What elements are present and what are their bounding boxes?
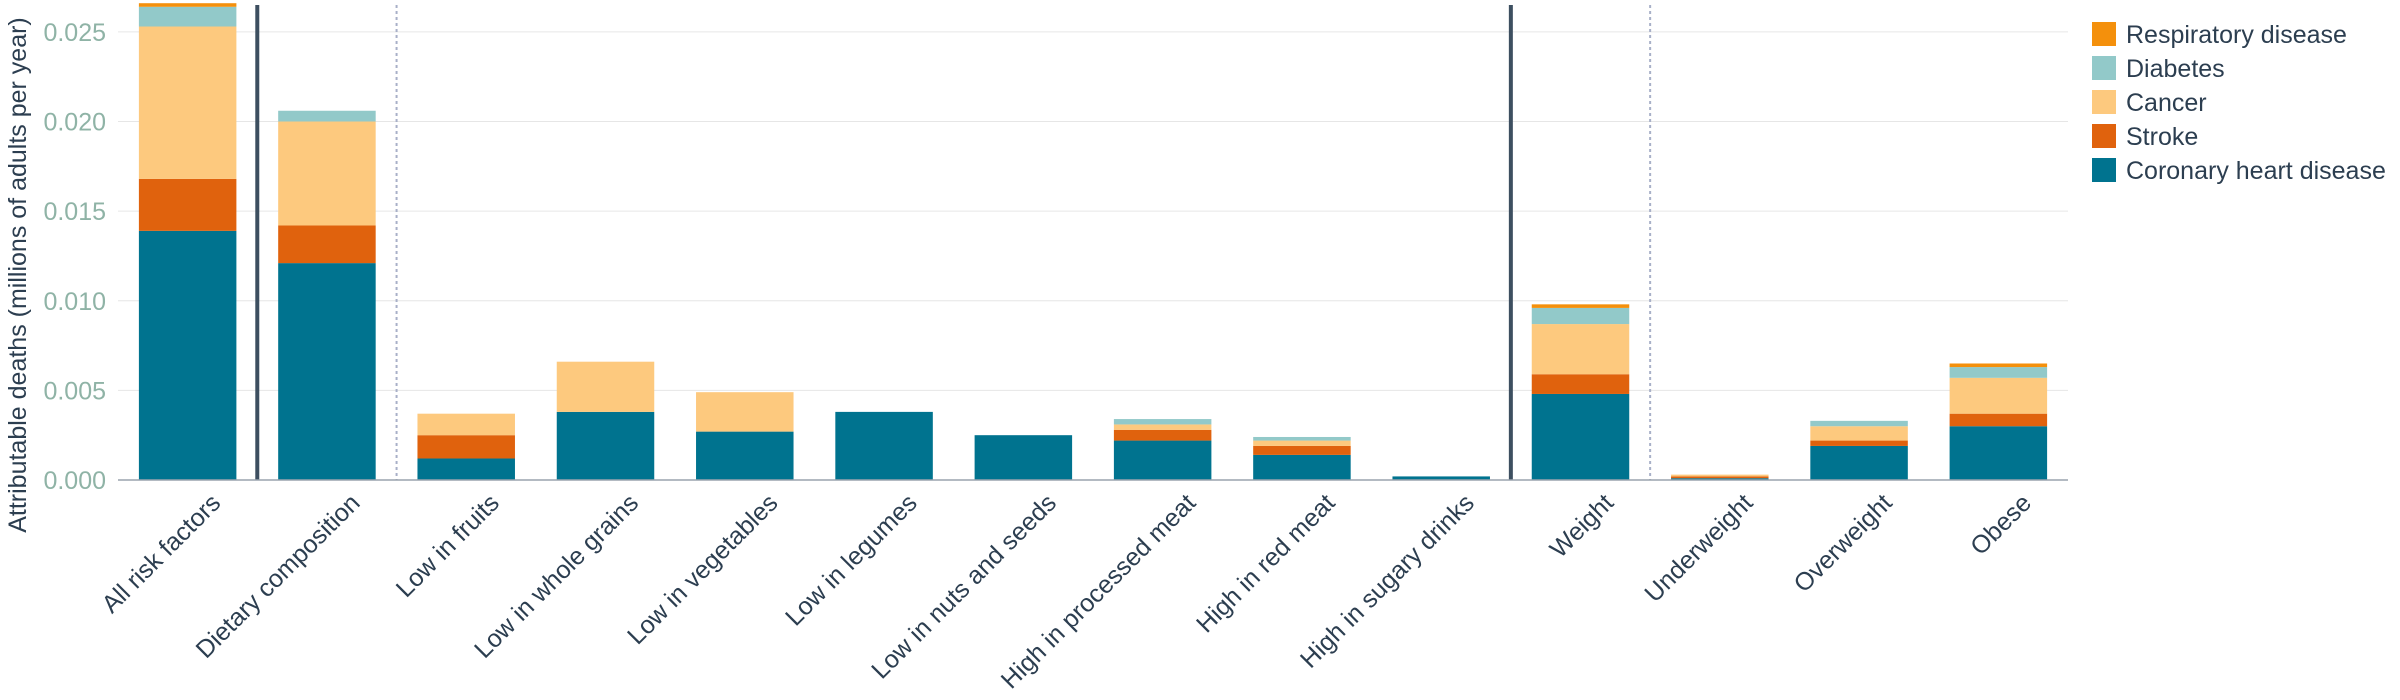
bar-segment [1113,440,1212,480]
group-separators [255,5,1652,480]
legend-item: Coronary heart disease [2092,157,2386,185]
bar-segment [696,431,794,480]
y-tick-label: 0.015 [43,198,106,226]
legend-swatch [2092,158,2116,182]
bar-segment [1392,476,1490,480]
x-tick-label: Low in fruits [391,489,505,603]
bar-segment [1949,413,2048,427]
bar-segment [556,361,655,412]
bar-segment [1113,419,1212,425]
x-tick-label: High in red meat [1191,489,1341,639]
legend-label: Diabetes [2126,55,2225,83]
bar-segment [138,6,237,27]
bar-segment [417,413,515,436]
bar-segment [1949,377,2048,414]
bar-segment [278,263,376,480]
bar-segment [1671,476,1769,479]
x-tick-label: All risk factors [96,489,226,619]
bar-segment [1671,478,1769,480]
bar-segment [1113,424,1212,430]
legend: Respiratory disease Diabetes Cancer Stroke C… [2092,21,2386,185]
y-tick-labels: 0.000 0.005 0.010 0.015 0.020 0.025 [43,19,106,495]
bar-segment [417,435,515,459]
y-tick-label: 0.000 [43,467,106,495]
bar-segment [138,178,237,231]
bar-segment [1671,474,1769,477]
bar-segment [138,3,237,7]
bar-stacks [138,3,2048,480]
bar-segment [138,230,237,480]
legend-swatch [2092,56,2116,80]
bar-stack [1949,363,2048,480]
legend-label: Cancer [2126,89,2207,117]
x-tick-label: Underweight [1639,489,1758,608]
bar-segment [835,411,933,480]
legend-item: Respiratory disease [2092,21,2347,49]
bar-segment [1531,374,1630,394]
bar-segment [1810,440,1908,446]
bar-segment [278,110,376,122]
x-tick-label: Weight [1545,489,1620,564]
bar-segment [974,435,1073,480]
x-tick-label: Obese [1965,489,2037,561]
bar-segment [138,26,237,179]
bar-segment [556,411,655,480]
legend-item: Stroke [2092,123,2198,151]
bar-segment [1949,367,2048,378]
bar-segment [278,225,376,264]
y-axis-label: Attributable deaths (millions of adults … [4,17,32,533]
legend-label: Respiratory disease [2126,21,2347,49]
y-tick-label: 0.005 [43,377,106,405]
legend-swatch [2092,124,2116,148]
legend-label: Coronary heart disease [2126,157,2386,185]
bar-stack [1810,420,1908,480]
y-tick-label: 0.025 [43,19,106,47]
bar-segment [278,121,376,226]
bar-stack [556,361,655,480]
bar-segment [1531,304,1630,308]
gridlines [118,31,2068,391]
bar-segment [1810,426,1908,441]
bar-segment [1949,363,2048,368]
bar-stack [138,3,237,480]
bar-stack [1113,419,1212,480]
bar-stack [835,411,933,480]
bar-stack [974,435,1073,480]
bar-segment [1253,445,1351,455]
legend-swatch [2092,90,2116,114]
bar-segment [1810,445,1908,480]
legend-swatch [2092,22,2116,46]
legend-label: Stroke [2126,123,2198,151]
bar-stack [278,110,376,480]
bar-segment [1531,307,1630,325]
bar-segment [1810,420,1908,427]
bar-segment [417,458,515,480]
bar-segment [696,392,794,432]
x-tick-label: Low in vegetables [622,489,783,650]
legend-item: Cancer [2092,89,2207,117]
bar-segment [1113,429,1212,441]
bar-stack [1392,476,1490,480]
bar-stack [417,413,515,480]
bar-stack [1253,436,1351,480]
bar-segment [1253,440,1351,446]
bar-segment [1531,393,1630,480]
x-tick-label: Overweight [1788,489,1897,598]
y-tick-label: 0.010 [43,288,106,316]
bar-stack [1671,474,1769,480]
bar-segment [1949,426,2048,480]
bar-stack [1531,304,1630,480]
bar-stack [696,392,794,480]
x-tick-label: Low in legumes [780,489,923,632]
bar-segment [1253,436,1351,441]
y-tick-label: 0.020 [43,109,106,137]
bar-segment [1253,454,1351,480]
bar-segment [1531,324,1630,375]
legend-item: Diabetes [2092,55,2225,83]
